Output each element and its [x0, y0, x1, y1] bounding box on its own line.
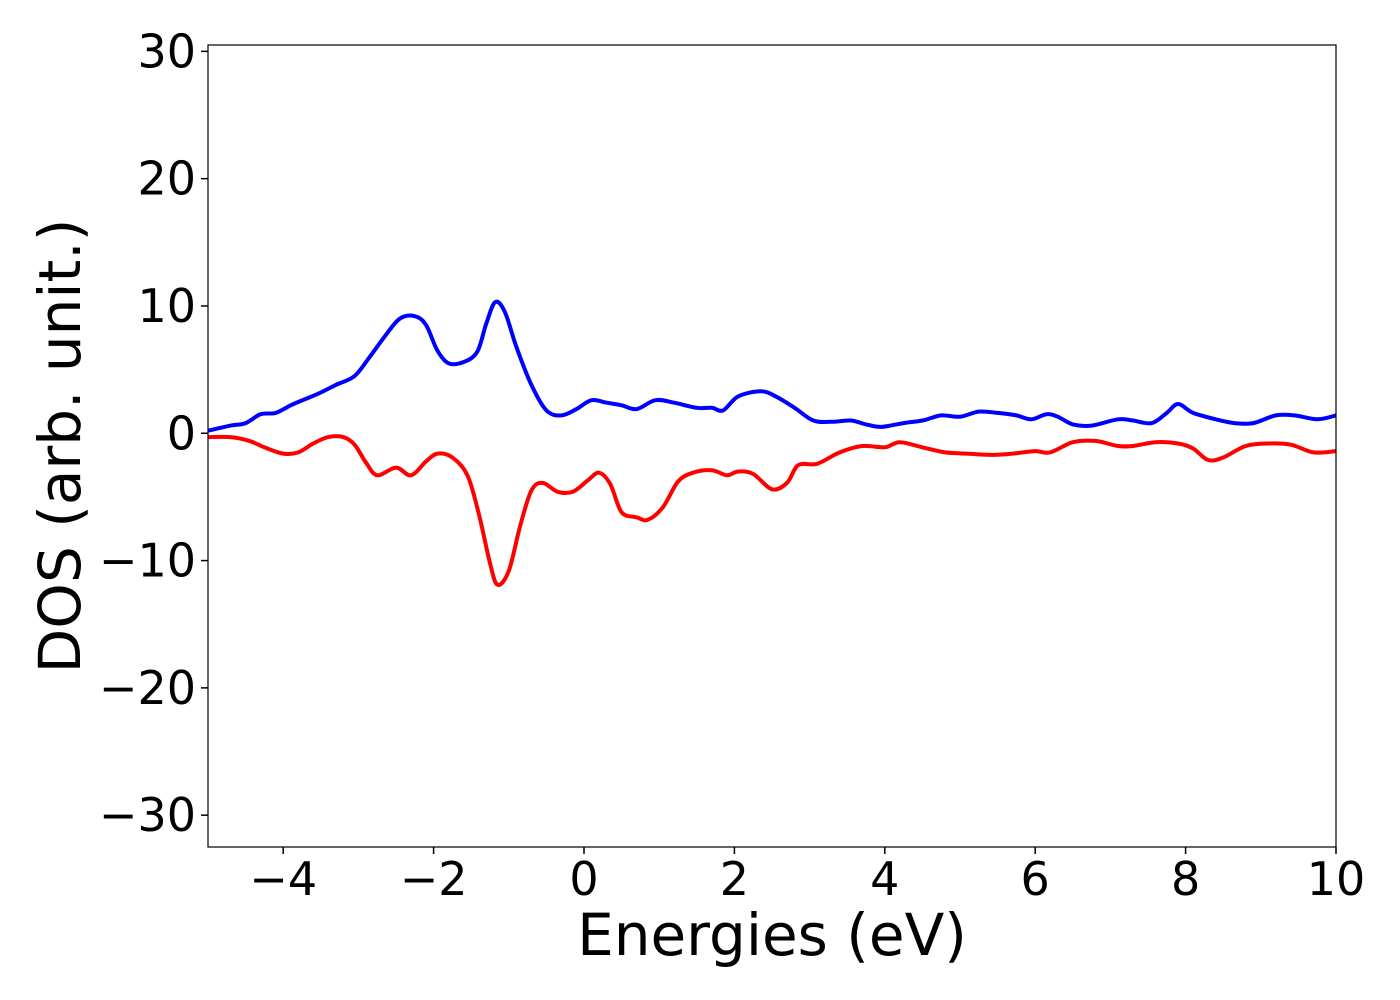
y-tick-label: 30: [137, 24, 196, 78]
x-tick-label: 10: [1307, 852, 1366, 906]
x-tick-label: 0: [569, 852, 598, 906]
y-tick-label: −20: [99, 661, 196, 715]
y-tick-label: 10: [137, 279, 196, 333]
y-axis-label: DOS (arb. unit.): [26, 219, 94, 674]
y-tick-label: 20: [137, 152, 196, 206]
plot-frame: [207, 44, 1337, 848]
x-axis-label: Energies (eV): [577, 901, 967, 969]
x-tick-label: 8: [1171, 852, 1200, 906]
x-tick-label: 2: [720, 852, 749, 906]
x-tick-label: 6: [1021, 852, 1050, 906]
x-tick-label: 4: [870, 852, 899, 906]
series-layer: [208, 299, 1336, 587]
x-tick-label: −4: [249, 852, 317, 906]
y-tick-label: −10: [99, 534, 196, 588]
x-tick-label: −2: [400, 852, 468, 906]
y-tick-label: −30: [99, 788, 196, 842]
x-axis-ticks: −4 −2 0 2 4 6 8 10: [249, 847, 1365, 906]
y-tick-label: 0: [167, 406, 196, 460]
y-axis-ticks: −30 −20 −10 0 10 20 30: [99, 24, 208, 842]
series-line-2: [208, 434, 1336, 587]
series-line-1: [208, 299, 1336, 433]
